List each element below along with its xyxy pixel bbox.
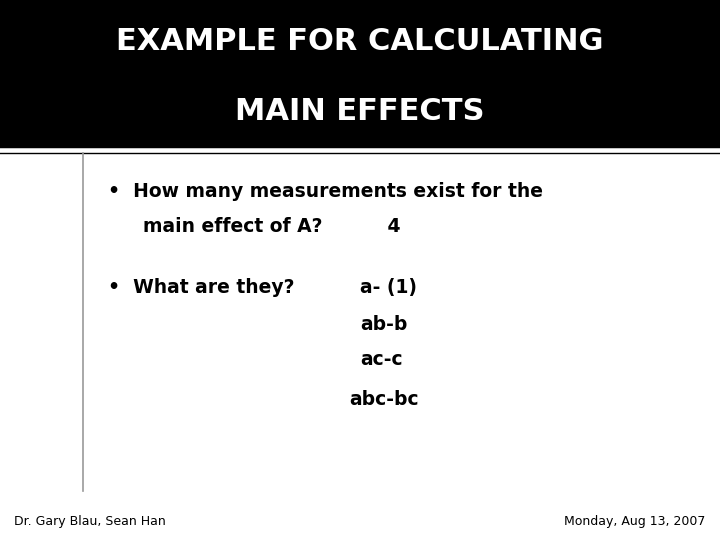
- Text: main effect of A?          4: main effect of A? 4: [143, 217, 400, 236]
- Text: ac-c: ac-c: [360, 349, 402, 369]
- FancyBboxPatch shape: [0, 0, 720, 146]
- Text: EXAMPLE FOR CALCULATING: EXAMPLE FOR CALCULATING: [116, 27, 604, 56]
- Text: Dr. Gary Blau, Sean Han: Dr. Gary Blau, Sean Han: [14, 515, 166, 528]
- Text: a- (1): a- (1): [360, 278, 417, 297]
- Text: Monday, Aug 13, 2007: Monday, Aug 13, 2007: [564, 515, 706, 528]
- Text: ab-b: ab-b: [360, 314, 408, 334]
- Text: •  How many measurements exist for the: • How many measurements exist for the: [108, 182, 543, 201]
- Text: MAIN EFFECTS: MAIN EFFECTS: [235, 97, 485, 126]
- Text: abc-bc: abc-bc: [349, 390, 419, 409]
- Text: •  What are they?: • What are they?: [108, 278, 294, 297]
